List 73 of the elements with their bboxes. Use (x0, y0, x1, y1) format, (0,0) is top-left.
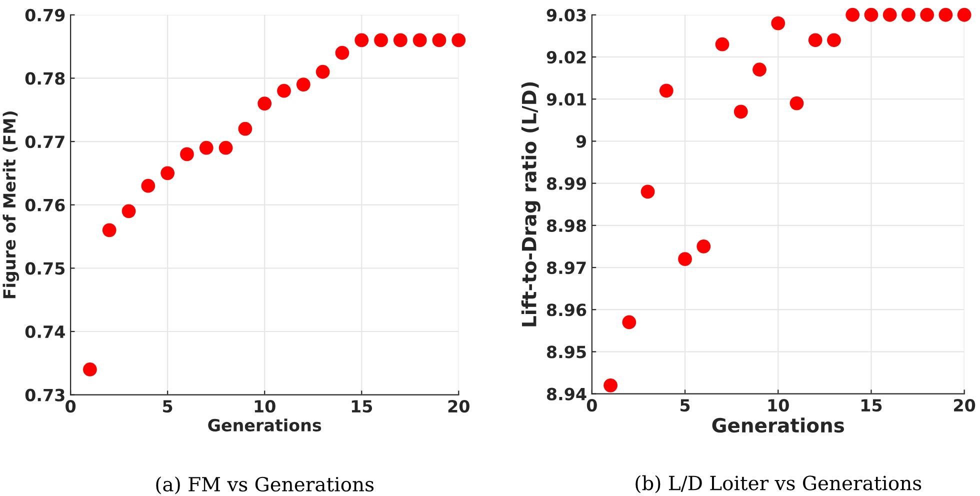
point (412, 33, 427, 48)
y-tick-label: 0.75 (25, 262, 65, 275)
y-tick-label: 9 (576, 135, 586, 148)
point (882, 8, 897, 22)
x-tick-label: 5 (680, 399, 690, 412)
point (640, 184, 655, 199)
point (864, 8, 878, 22)
x-tick-label: 0 (586, 398, 597, 412)
point (696, 240, 711, 254)
point (734, 104, 748, 119)
point (277, 84, 291, 98)
x-tick-label: 20 (954, 398, 976, 412)
point (160, 166, 175, 180)
y-tick-label: 0.79 (25, 8, 65, 22)
point (316, 64, 330, 79)
point (141, 178, 156, 193)
y-tick-label: 8.97 (546, 261, 586, 274)
x-axis-title: Generations (712, 418, 844, 433)
point (604, 378, 618, 392)
text: (a) FM vs Generations (156, 476, 374, 494)
x-axis-title: Generations (208, 418, 322, 432)
x-tick-label: 0 (66, 400, 76, 413)
point (102, 223, 116, 238)
y-tick-label: 0.76 (25, 198, 65, 212)
y-tick-label: 8.96 (546, 304, 586, 316)
point (752, 62, 766, 77)
y-axis-title: Figure of Merit (FM) (2, 112, 20, 298)
point (659, 84, 674, 98)
point (827, 33, 841, 48)
point (920, 8, 934, 22)
y-tick-label: 9.01 (546, 93, 586, 106)
y-tick-label: 8.99 (546, 177, 586, 190)
y-tick-label: 0.78 (25, 72, 65, 85)
point (296, 78, 310, 92)
point (374, 33, 388, 48)
point (122, 204, 136, 218)
y-tick-label: 0.73 (25, 388, 64, 402)
x-tick-label: 5 (163, 400, 172, 413)
y-tick-label: 8.95 (546, 346, 586, 358)
point (902, 8, 916, 22)
point (218, 140, 233, 155)
y-axis-title: Lift-to-Drag ratio (L/D) (521, 82, 540, 326)
point (335, 46, 350, 60)
point (258, 96, 272, 110)
point (715, 37, 730, 52)
point (938, 8, 953, 22)
x-tick-label: 20 (448, 400, 470, 413)
point (354, 33, 369, 48)
point (393, 33, 408, 48)
point (790, 96, 804, 110)
x-tick-label: 15 (862, 399, 882, 412)
y-tick-label: 0.74 (25, 325, 65, 338)
point (846, 8, 860, 22)
x-tick-label: 10 (254, 400, 276, 413)
point (238, 122, 252, 136)
y-tick-label: 9.03 (546, 8, 586, 22)
point (957, 8, 972, 22)
y-tick-label: 0.77 (25, 135, 64, 148)
point (452, 33, 466, 48)
y-tick-label: 8.98 (546, 219, 586, 232)
point (622, 315, 636, 330)
point (199, 140, 214, 155)
point (180, 147, 194, 162)
y-tick-label: 9.02 (546, 50, 586, 64)
y-tick-label: 8.94 (546, 388, 586, 400)
point (432, 33, 446, 48)
text: (b) L/D Loiter vs Generations (636, 475, 922, 494)
x-tick-label: 15 (352, 400, 372, 413)
point (808, 33, 822, 48)
point (678, 252, 692, 266)
point (771, 16, 786, 30)
point (83, 362, 97, 376)
x-tick-label: 10 (768, 398, 789, 412)
